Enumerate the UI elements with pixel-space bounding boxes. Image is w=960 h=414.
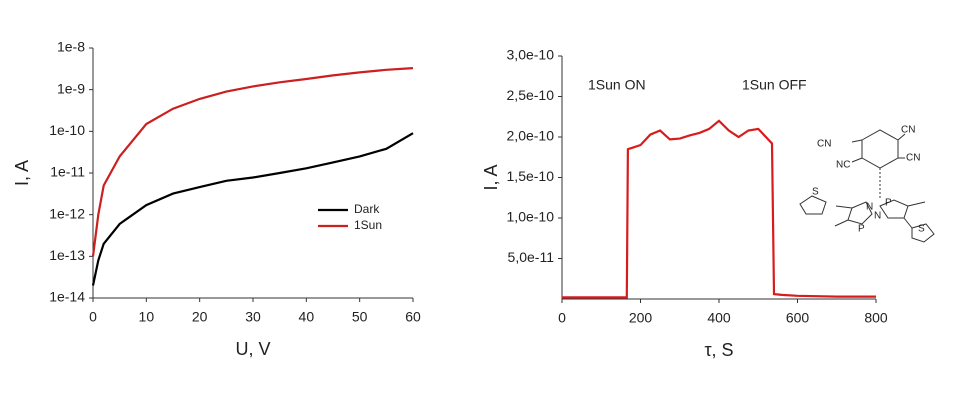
y-tick-label: 2,0e-10 bbox=[507, 128, 555, 144]
y-tick-label: 1e-9 bbox=[57, 80, 85, 96]
molecule bbox=[799, 129, 935, 243]
y-axis-label: I, A bbox=[481, 164, 501, 190]
y-tick-label: 1e-8 bbox=[57, 39, 85, 55]
x-tick-label: 400 bbox=[707, 310, 731, 326]
y-tick-label: 3,0e-10 bbox=[507, 47, 555, 63]
molecule-label: NC bbox=[836, 160, 850, 171]
legend-label: Dark bbox=[354, 202, 380, 216]
x-axis-label: U, V bbox=[235, 339, 270, 359]
molecule-label: S bbox=[812, 187, 819, 198]
x-tick-label: 40 bbox=[299, 309, 315, 325]
data-line bbox=[91, 67, 414, 257]
x-tick-label: 10 bbox=[139, 309, 155, 325]
molecule-label: P bbox=[885, 198, 892, 209]
legend-label: 1Sun bbox=[354, 218, 382, 232]
x-tick-label: 20 bbox=[192, 309, 208, 325]
y-tick-label: 1e-14 bbox=[49, 289, 85, 305]
molecule-label: P bbox=[858, 224, 865, 235]
y-tick-label: 1e-13 bbox=[49, 247, 85, 263]
x-tick-label: 800 bbox=[864, 310, 888, 326]
molecule-label: N bbox=[866, 202, 873, 213]
x-tick-label: 30 bbox=[245, 309, 261, 325]
x-tick-label: 60 bbox=[405, 309, 421, 325]
molecule-label: CN bbox=[817, 139, 831, 150]
y-axis-label: I, A bbox=[12, 160, 32, 186]
molecule-label: CN bbox=[901, 125, 915, 136]
y-tick-label: 5,0e-11 bbox=[508, 249, 555, 265]
x-tick-label: 0 bbox=[558, 310, 566, 326]
molecule-label: S bbox=[918, 224, 925, 235]
y-tick-label: 1e-12 bbox=[49, 205, 85, 221]
data-line bbox=[91, 132, 414, 286]
annotation: 1Sun OFF bbox=[742, 77, 807, 93]
x-tick-label: 600 bbox=[786, 310, 810, 326]
molecule-label: CN bbox=[906, 153, 920, 164]
x-tick-label: 0 bbox=[89, 309, 97, 325]
y-tick-label: 1,0e-10 bbox=[507, 209, 555, 225]
y-tick-label: 2,5e-10 bbox=[507, 87, 555, 103]
y-tick-label: 1e-10 bbox=[49, 122, 85, 138]
x-tick-label: 50 bbox=[352, 309, 368, 325]
x-tick-label: 200 bbox=[629, 310, 653, 326]
x-axis-label: τ, S bbox=[704, 340, 733, 360]
molecule-label: N bbox=[874, 211, 881, 222]
y-tick-label: 1,5e-10 bbox=[507, 168, 555, 184]
data-line bbox=[562, 119, 876, 299]
y-tick-label: 1e-11 bbox=[50, 164, 85, 180]
annotation: 1Sun ON bbox=[588, 77, 646, 93]
